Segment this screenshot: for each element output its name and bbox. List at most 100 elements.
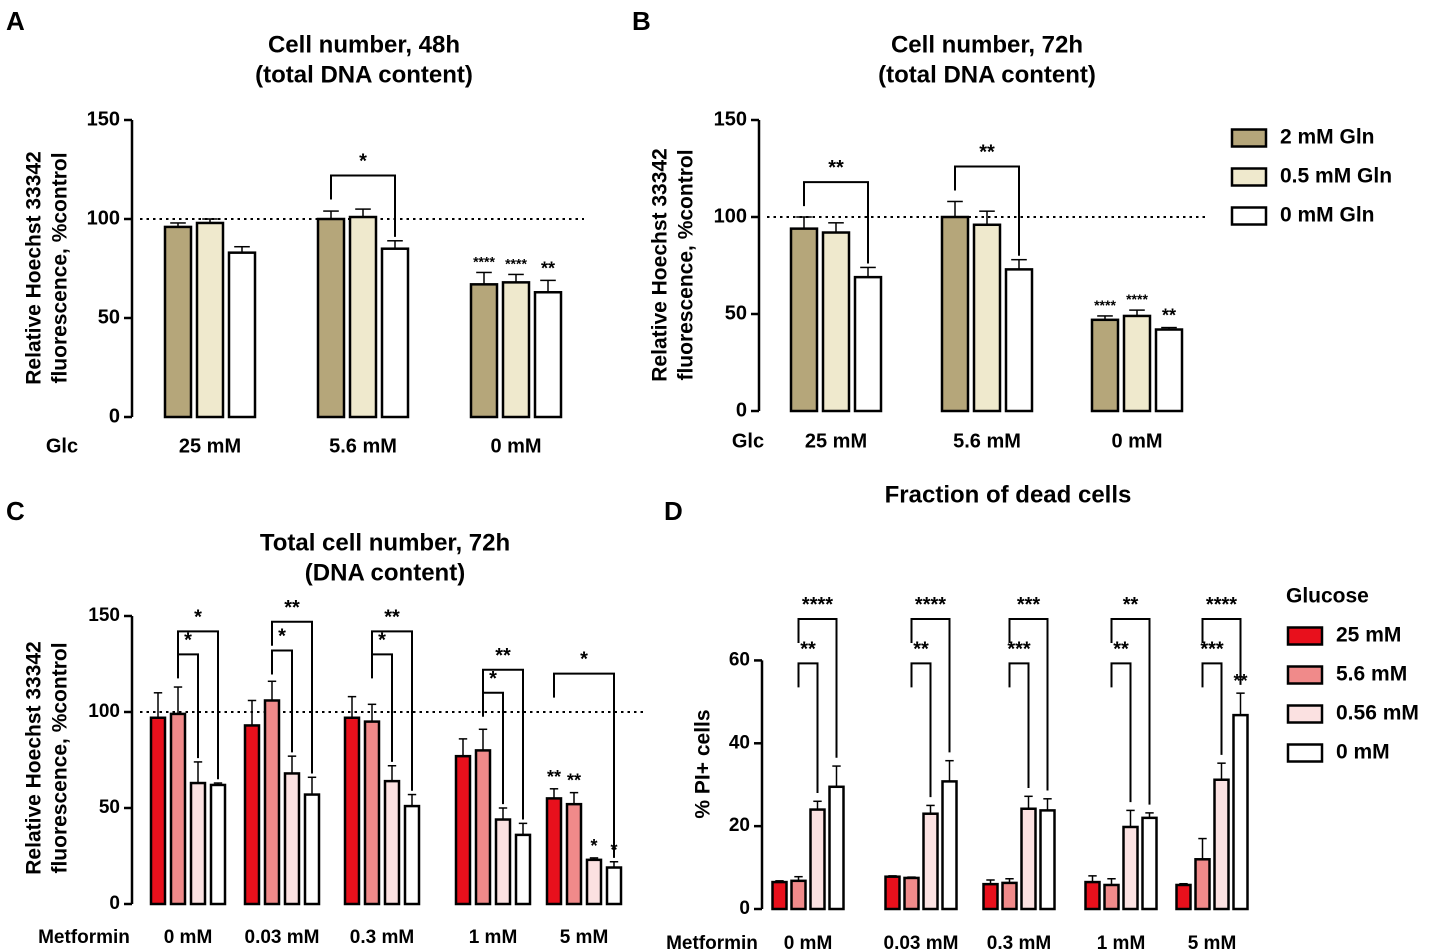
legend-swatch xyxy=(1286,626,1324,646)
x-category-label: 0.03 mM xyxy=(884,933,959,952)
significance-bracket xyxy=(910,662,932,798)
panel-letter: C xyxy=(6,496,25,526)
legend-swatch xyxy=(1286,665,1324,685)
chart-panel-c: C Total cell number, 72h (DNA content) Rela… xyxy=(6,496,644,948)
bar xyxy=(243,724,261,906)
bar xyxy=(922,812,939,911)
y-tick-label: 100 xyxy=(88,701,120,722)
x-axis-label: Metformin xyxy=(38,927,130,948)
bar xyxy=(1103,883,1120,911)
significance-bracket xyxy=(482,691,504,805)
bar xyxy=(149,716,167,906)
significance-label: *** xyxy=(1200,638,1224,660)
significance-label: * xyxy=(359,150,367,172)
bar xyxy=(821,231,851,413)
significance-bracket xyxy=(954,165,1020,256)
chart-title: Cell number, 72h xyxy=(891,31,1083,58)
bar xyxy=(982,882,999,911)
bar xyxy=(1001,881,1018,911)
bar xyxy=(403,804,421,906)
significance-label: * xyxy=(610,840,617,860)
significance-bracket xyxy=(482,668,524,820)
bar xyxy=(169,712,187,906)
bar xyxy=(1141,816,1158,911)
bar xyxy=(565,802,583,906)
bar xyxy=(163,225,193,419)
bar xyxy=(903,876,920,911)
y-tick-label: 60 xyxy=(729,649,750,670)
bar xyxy=(195,221,225,419)
significance-label: * xyxy=(278,626,286,648)
legend-swatch xyxy=(1230,128,1268,148)
significance-label: **** xyxy=(473,253,495,269)
x-axis-label: Metformin xyxy=(666,933,758,952)
chart-title: Cell number, 48h xyxy=(268,31,460,58)
bar xyxy=(316,217,346,419)
y-tick-label: 50 xyxy=(99,797,120,818)
x-category-label: 1 mM xyxy=(469,927,518,948)
x-category-label: 5 mM xyxy=(560,927,609,948)
chart-title: (total DNA content) xyxy=(878,61,1096,88)
bar xyxy=(514,833,532,906)
x-category-label: 25 mM xyxy=(179,435,241,457)
bar xyxy=(189,781,207,906)
significance-label: ** xyxy=(541,258,555,278)
bar xyxy=(227,251,257,419)
legend-swatch xyxy=(1286,743,1324,763)
significance-label: * xyxy=(580,649,588,671)
significance-label: ** xyxy=(979,142,995,164)
bar xyxy=(494,818,512,906)
bar xyxy=(1090,318,1120,413)
x-category-label: 0.03 mM xyxy=(245,927,320,948)
significance-label: ** xyxy=(913,638,929,660)
significance-label: *** xyxy=(1017,594,1041,616)
significance-label: * xyxy=(489,668,497,690)
panel-letter: A xyxy=(6,6,25,36)
x-category-label: 5.6 mM xyxy=(953,430,1021,452)
legend-label: 0.5 mM Gln xyxy=(1280,165,1392,188)
significance-label: * xyxy=(590,836,597,856)
bar xyxy=(380,247,410,419)
y-tick-label: 0 xyxy=(736,399,747,421)
bar xyxy=(469,283,499,419)
y-axis-label: fluorescence, %control xyxy=(49,642,72,873)
significance-bracket xyxy=(371,630,413,791)
y-tick-label: 0 xyxy=(109,405,120,427)
x-axis-label: Glc xyxy=(732,430,764,452)
significance-bracket xyxy=(330,174,396,237)
y-tick-label: 100 xyxy=(87,207,120,229)
bar xyxy=(941,780,958,911)
bar xyxy=(789,227,819,413)
bar xyxy=(501,281,531,419)
significance-label: **** xyxy=(1094,297,1116,313)
significance-label: ** xyxy=(1123,594,1139,616)
legend-label: 25 mM xyxy=(1336,624,1401,647)
legend-label: 0 mM xyxy=(1336,741,1390,764)
bar xyxy=(809,808,826,911)
chart-panel-b: B Cell number, 72h (total DNA content) Rela… xyxy=(632,6,1392,452)
bar xyxy=(474,749,492,906)
legend-swatch xyxy=(1230,167,1268,187)
significance-label: **** xyxy=(1126,291,1148,307)
significance-bracket xyxy=(1201,618,1242,685)
bar xyxy=(828,785,845,911)
significance-bracket xyxy=(1008,618,1049,791)
chart-panel-a: A Cell number, 48h (total DNA content) Rela… xyxy=(6,6,584,457)
significance-label: **** xyxy=(915,594,946,616)
y-tick-label: 150 xyxy=(87,108,120,130)
y-tick-label: 0 xyxy=(739,898,750,919)
legend-label: 2 mM Gln xyxy=(1280,126,1375,149)
significance-label: **** xyxy=(1206,594,1237,616)
y-axis-label: Relative Hoechst 33342 xyxy=(23,151,46,384)
x-category-label: 5.6 mM xyxy=(329,435,397,457)
significance-label: ** xyxy=(384,606,400,628)
x-category-label: 0.3 mM xyxy=(987,933,1051,952)
significance-bracket xyxy=(553,672,615,858)
significance-label: * xyxy=(184,629,192,651)
x-category-label: 0 mM xyxy=(490,435,541,457)
significance-label: **** xyxy=(802,594,833,616)
significance-bracket xyxy=(1110,662,1132,803)
significance-label: **** xyxy=(505,255,527,271)
bar xyxy=(383,779,401,906)
